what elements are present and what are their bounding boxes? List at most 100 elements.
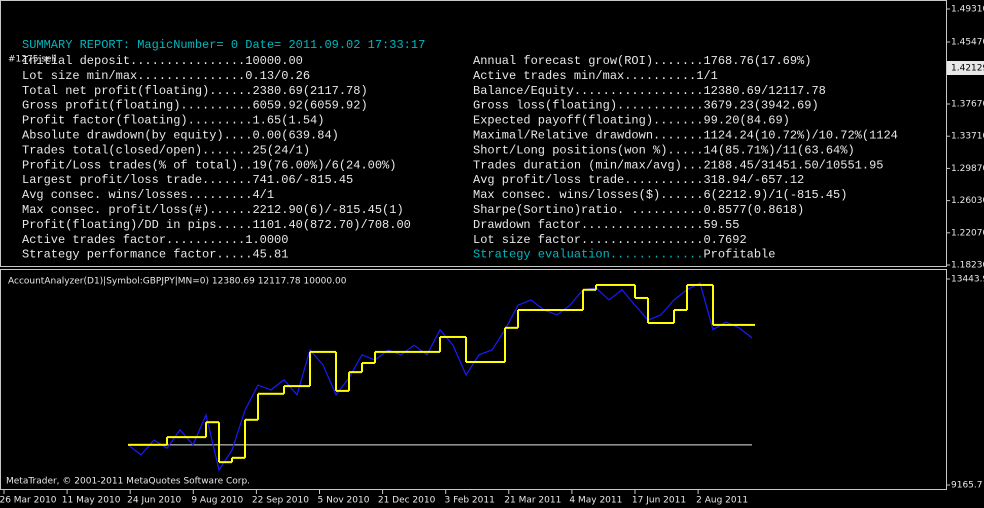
row-value: 2188.45/31451.50/10551.95 bbox=[703, 158, 883, 172]
price-label: 1.45470 bbox=[951, 38, 984, 48]
report-row: Trades duration (min/max/avg)...2188.45/… bbox=[473, 158, 883, 172]
row-value: 25(24/1) bbox=[252, 144, 310, 158]
row-label: Active trades factor........... bbox=[22, 233, 245, 247]
row-label: Lot size min/max............... bbox=[22, 69, 245, 83]
row-value: 3679.23(3942.69) bbox=[703, 99, 818, 113]
row-label: Balance/Equity.................. bbox=[473, 84, 703, 98]
row-label: Annual forecast grow(ROI)....... bbox=[473, 54, 703, 68]
row-value: Profitable bbox=[703, 248, 775, 262]
row-label: Strategy performance factor..... bbox=[22, 248, 252, 262]
row-label: Profit/Loss trades(% of total).. bbox=[22, 158, 252, 172]
report-row: Strategy performance factor.....45.81 bbox=[22, 248, 288, 262]
row-value: 2212.90(6)/-815.45(1) bbox=[252, 203, 403, 217]
price-label: 1.37670 bbox=[951, 100, 984, 110]
row-value: 0.7692 bbox=[703, 233, 746, 247]
time-label: 2 Aug 2011 bbox=[696, 496, 748, 506]
report-row: Active trades min/max..........1/1 bbox=[473, 69, 718, 83]
report-row: Largest profit/loss trade.......741.06/-… bbox=[22, 173, 353, 187]
row-label: Short/Long positions(won %)..... bbox=[473, 144, 703, 158]
report-row: Profit/Loss trades(% of total)..19(76.00… bbox=[22, 158, 396, 172]
row-value: 1124.24(10.72%)/10.72%(1124 bbox=[703, 129, 897, 143]
row-label: Sharpe(Sortino)ratio. .......... bbox=[473, 203, 703, 217]
report-row: Max consec. wins/losses($)......6(2212.9… bbox=[473, 188, 847, 202]
indicator-header: AccountAnalyzer(D1)|Symbol:GBPJPY|MN=0) … bbox=[8, 277, 347, 287]
row-label: Max consec. profit/loss(#)...... bbox=[22, 203, 252, 217]
row-value: 6(2212.9)/1(-815.45) bbox=[703, 188, 847, 202]
current-price-box bbox=[947, 61, 984, 75]
report-title: SUMMARY REPORT: MagicNumber= 0 Date= 201… bbox=[22, 38, 425, 52]
row-label: Active trades min/max.......... bbox=[473, 69, 696, 83]
row-value: 0.13/0.26 bbox=[245, 69, 310, 83]
report-row: Annual forecast grow(ROI).......1768.76(… bbox=[473, 54, 811, 68]
row-value: 4/1 bbox=[252, 188, 274, 202]
row-value: 2380.69(2117.78) bbox=[252, 84, 367, 98]
row-label: Gross loss(floating)............ bbox=[473, 99, 703, 113]
row-value: 1/1 bbox=[696, 69, 718, 83]
report-row: Absolute drawdown(by equity)....0.00(639… bbox=[22, 129, 339, 143]
row-label: Lot size factor................. bbox=[473, 233, 703, 247]
row-value: 45.81 bbox=[252, 248, 288, 262]
report-row: Lot size factor.................0.7692 bbox=[473, 233, 747, 247]
report-row: Trades total(closed/open).......25(24/1) bbox=[22, 144, 310, 158]
row-value: 1.0000 bbox=[245, 233, 288, 247]
report-row: Gross profit(floating)..........6059.92(… bbox=[22, 99, 368, 113]
order-label: #1275 sell bbox=[8, 55, 57, 65]
report-row: Balance/Equity..................12380.69… bbox=[473, 84, 826, 98]
row-value: 19(76.00%)/6(24.00%) bbox=[252, 158, 396, 172]
price-label: 1.49310 bbox=[951, 5, 984, 15]
row-value: 59.55 bbox=[703, 218, 739, 232]
report-row: Profit factor(floating).........1.65(1.5… bbox=[22, 114, 324, 128]
row-value: 318.94/-657.12 bbox=[703, 173, 804, 187]
row-label: Drawdown factor................. bbox=[473, 218, 703, 232]
row-label: Expected payoff(floating)....... bbox=[473, 114, 703, 128]
report-row: Active trades factor...........1.0000 bbox=[22, 233, 288, 247]
time-label: 24 Jun 2010 bbox=[127, 496, 181, 506]
row-label: Absolute drawdown(by equity).... bbox=[22, 129, 252, 143]
price-label: 1.22070 bbox=[951, 228, 984, 238]
row-label: Maximal/Relative drawdown....... bbox=[473, 129, 703, 143]
price-label: 1.29870 bbox=[951, 164, 984, 174]
row-label: Trades total(closed/open)....... bbox=[22, 144, 252, 158]
row-label: Gross profit(floating).......... bbox=[22, 99, 252, 113]
row-label: Total net profit(floating)...... bbox=[22, 84, 252, 98]
row-label: Trades duration (min/max/avg)... bbox=[473, 158, 703, 172]
price-label: 1.18230 bbox=[951, 261, 984, 271]
row-label: Strategy evaluation............. bbox=[473, 248, 703, 262]
row-label: Profit factor(floating)......... bbox=[22, 114, 252, 128]
report-row: Maximal/Relative drawdown.......1124.24(… bbox=[473, 129, 898, 143]
time-label: 21 Mar 2011 bbox=[504, 496, 561, 506]
row-label: Initial deposit................ bbox=[22, 54, 245, 68]
indicator-tick-label: 13443.9 bbox=[951, 275, 984, 285]
time-label: 21 Dec 2010 bbox=[378, 496, 436, 506]
report-row: Strategy evaluation.............Profitab… bbox=[473, 248, 775, 262]
row-value: 741.06/-815.45 bbox=[252, 173, 353, 187]
report-row: Avg consec. wins/losses.........4/1 bbox=[22, 188, 274, 202]
report-row: Initial deposit................10000.00 bbox=[22, 54, 303, 68]
row-value: 10000.00 bbox=[245, 54, 303, 68]
report-row: Sharpe(Sortino)ratio. ..........0.8577(0… bbox=[473, 203, 804, 217]
row-value: 1101.40(872.70)/708.00 bbox=[252, 218, 410, 232]
report-row: Avg profit/loss trade...........318.94/-… bbox=[473, 173, 804, 187]
time-label: 9 Aug 2010 bbox=[191, 496, 243, 506]
report-row: Profit(floating)/DD in pips.....1101.40(… bbox=[22, 218, 411, 232]
row-value: 1.65(1.54) bbox=[252, 114, 324, 128]
row-label: Avg consec. wins/losses......... bbox=[22, 188, 252, 202]
row-value: 99.20(84.69) bbox=[703, 114, 789, 128]
report-row: Lot size min/max...............0.13/0.26 bbox=[22, 69, 310, 83]
report-row: Drawdown factor.................59.55 bbox=[473, 218, 739, 232]
row-label: Max consec. wins/losses($)...... bbox=[473, 188, 703, 202]
time-label: 11 May 2010 bbox=[62, 496, 121, 506]
row-value: 12380.69/12117.78 bbox=[703, 84, 825, 98]
row-label: Avg profit/loss trade........... bbox=[473, 173, 703, 187]
report-row: Expected payoff(floating).......99.20(84… bbox=[473, 114, 790, 128]
row-value: 6059.92(6059.92) bbox=[252, 99, 367, 113]
report-row: Max consec. profit/loss(#)......2212.90(… bbox=[22, 203, 404, 217]
copyright-footer: MetaTrader, © 2001-2011 MetaQuotes Softw… bbox=[6, 477, 250, 487]
row-value: 1768.76(17.69%) bbox=[703, 54, 811, 68]
time-label: 4 May 2011 bbox=[569, 496, 622, 506]
row-value: 0.8577(0.8618) bbox=[703, 203, 804, 217]
time-label: 5 Nov 2010 bbox=[318, 496, 370, 506]
row-label: Largest profit/loss trade....... bbox=[22, 173, 252, 187]
